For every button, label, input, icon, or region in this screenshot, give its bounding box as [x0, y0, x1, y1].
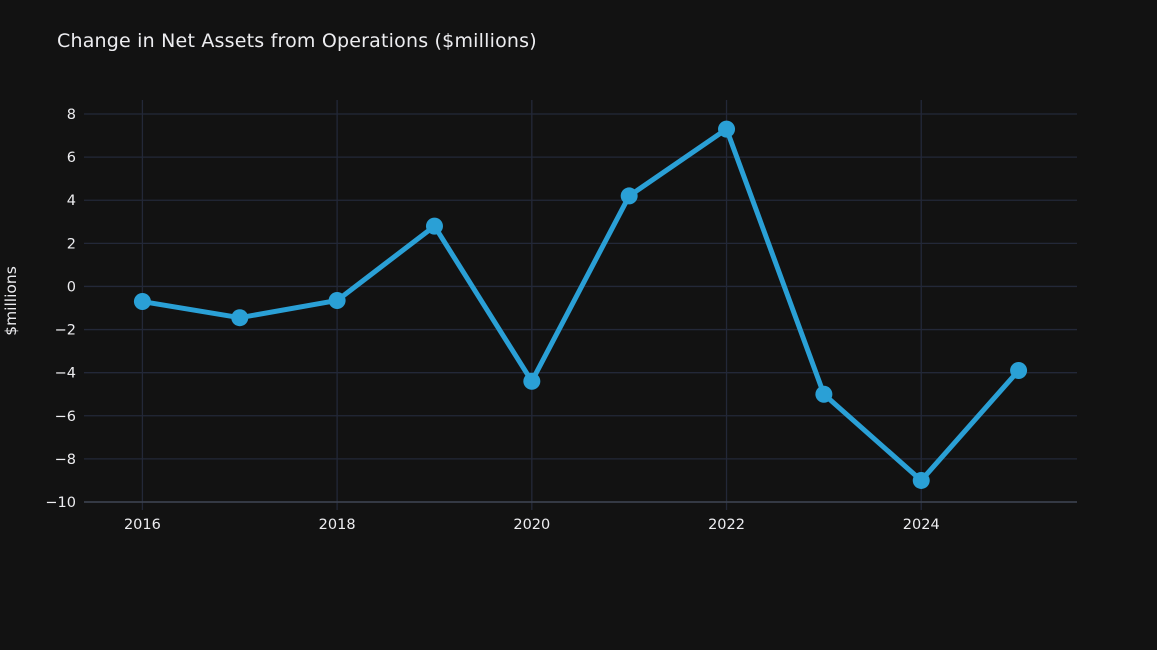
data-point	[1010, 362, 1028, 380]
y-tick-label: 0	[67, 279, 76, 295]
data-point	[328, 291, 346, 309]
y-tick-label: −4	[55, 366, 76, 382]
data-point	[425, 217, 443, 235]
x-tick-label: 2018	[319, 517, 356, 533]
y-tick-label: −2	[55, 323, 76, 339]
x-tick-label: 2016	[124, 517, 161, 533]
y-tick-label: −8	[55, 452, 76, 468]
y-tick-label: 4	[67, 193, 76, 209]
data-point	[133, 293, 151, 311]
chart-title: Change in Net Assets from Operations ($m…	[57, 30, 537, 52]
y-tick-label: 6	[67, 150, 76, 166]
y-tick-label: 2	[67, 236, 76, 252]
y-axis-label: $millions	[2, 266, 20, 336]
data-point	[912, 471, 930, 489]
data-point	[620, 187, 638, 205]
x-tick-label: 2022	[708, 517, 745, 533]
y-tick-label: −6	[55, 409, 76, 425]
data-point	[523, 372, 541, 390]
data-point	[718, 120, 736, 138]
data-point	[231, 309, 249, 327]
x-tick-label: 2020	[513, 517, 550, 533]
data-point	[815, 385, 833, 403]
x-tick-label: 2024	[903, 517, 940, 533]
y-tick-label: 8	[67, 107, 76, 123]
y-tick-label: −10	[45, 495, 76, 511]
series-line	[139, 126, 1022, 483]
